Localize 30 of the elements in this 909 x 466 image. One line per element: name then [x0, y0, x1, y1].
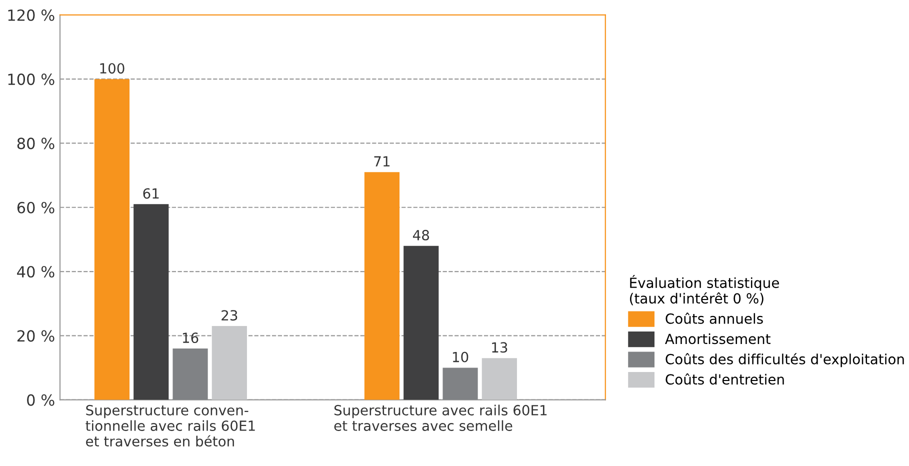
data-label: 61 [143, 188, 159, 199]
legend-label: Coûts des difficultés d'exploitation [666, 353, 904, 368]
data-label: 23 [222, 310, 238, 321]
x-tick-label: Superstructure conven- tionnelle avec rails 60E1 et traverses en béton [86, 404, 255, 447]
x-tick-label: Superstructure avec rails 60E1 et traverses avec semelle [334, 404, 547, 431]
data-label: 13 [492, 342, 508, 353]
data-label: 71 [374, 156, 390, 166]
bar [364, 172, 400, 400]
legend-label: Amortissement [665, 333, 770, 344]
y-tick-label: 40 % [17, 266, 54, 278]
y-tick-label: 100 % [8, 74, 54, 86]
y-tick-label: 60 % [17, 202, 54, 214]
legend-title: Évaluation statistique (taux d'intérêt 0 %) [630, 275, 779, 306]
data-label: 16 [182, 332, 198, 344]
bar [94, 79, 130, 400]
data-label: 48 [412, 230, 430, 240]
legend-label: Coûts annuels [666, 312, 763, 324]
bar [442, 368, 478, 400]
y-tick-label: 80 % [17, 138, 54, 150]
y-tick-label: 0 % [27, 394, 54, 406]
y-tick-label: 120 % [8, 9, 54, 21]
bar [482, 358, 517, 400]
bar [134, 204, 169, 400]
bar [404, 246, 439, 400]
data-label: 100 [100, 63, 124, 74]
legend-label: Coûts d'entretien [666, 373, 784, 385]
bar [172, 348, 208, 400]
data-label: 10 [452, 352, 468, 362]
bar [212, 326, 247, 400]
y-tick-label: 20 % [17, 330, 54, 342]
